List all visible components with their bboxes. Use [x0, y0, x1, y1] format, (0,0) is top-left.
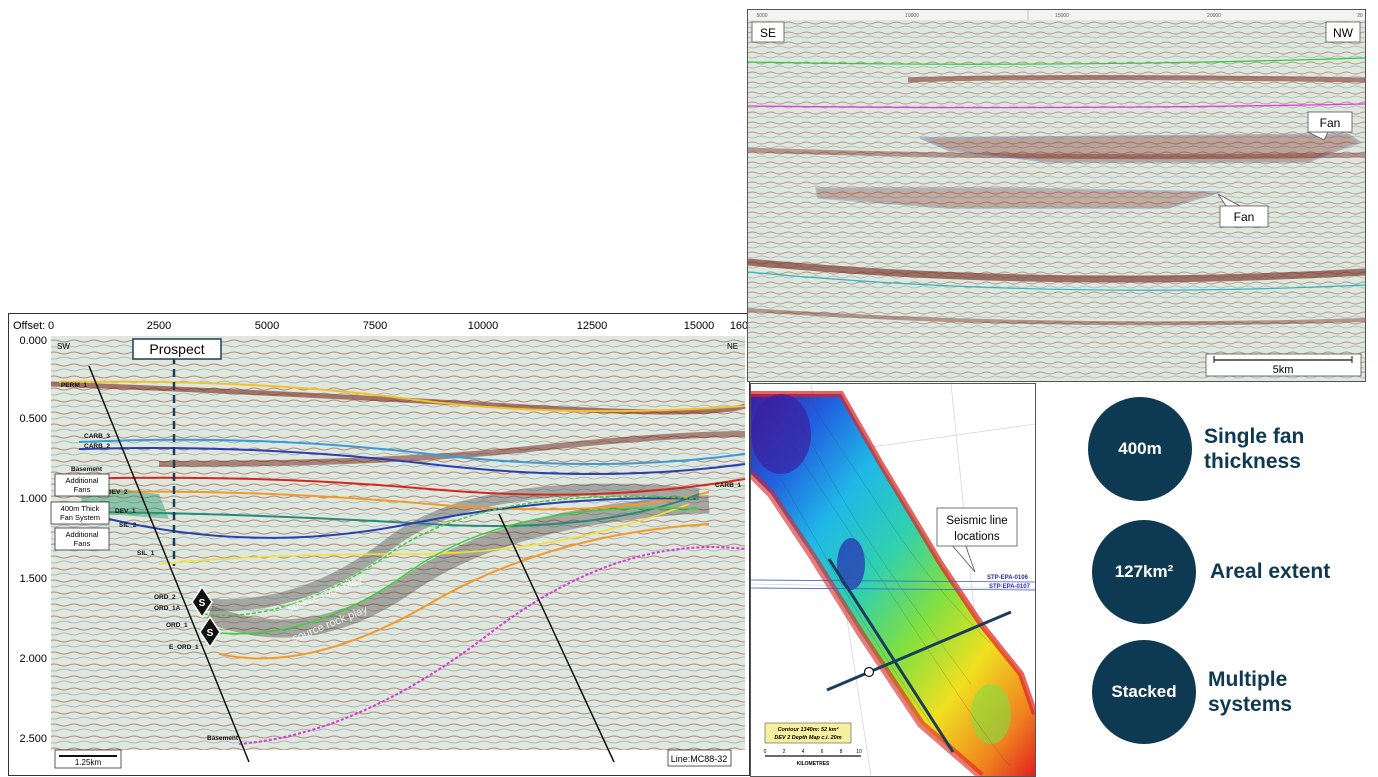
- top-tick: 5000: [756, 13, 767, 19]
- depth-tick: 1.500: [19, 573, 47, 585]
- stat-circle: 400m: [1088, 397, 1192, 501]
- horizon-label: DEV_1: [115, 508, 136, 515]
- top-scale-bar: 5km: [1205, 353, 1362, 377]
- offset-tick: 7500: [363, 320, 387, 332]
- offset-tick: 12500: [577, 320, 608, 332]
- map-legend: Contour 1340m: 52 km² DEV 2 Depth Map c.…: [764, 722, 852, 744]
- map-line-labels: STP-EPA-0106 STP-EPA-0107: [987, 575, 1031, 590]
- depth-tick: 0.000: [19, 335, 47, 347]
- map-line-label: STP-EPA-0106: [987, 575, 1029, 581]
- callout-additional-fans-1: Additional Fans: [54, 473, 110, 497]
- marker-text: S: [199, 598, 206, 609]
- callout-additional-fans-2: Additional Fans: [54, 527, 110, 551]
- offset-tick: 10000: [468, 320, 499, 332]
- horizon-label: E_ORD_1: [169, 644, 199, 651]
- stat-fan-thickness: 400m Single fan thickness: [1088, 397, 1364, 501]
- top-tick: 15000: [1055, 13, 1069, 19]
- map-line-label: STP-EPA-0107: [989, 584, 1031, 590]
- fan-label: Fan: [1320, 116, 1341, 130]
- fan-seismic-section: 5000 10000 15000 20000 20 SE NW Fan Fan …: [747, 9, 1366, 382]
- callout-line: locations: [954, 531, 1000, 543]
- nw-label: NW: [1333, 26, 1354, 40]
- top-tick: 20: [1357, 13, 1363, 19]
- depth-tick: 2.500: [19, 733, 47, 745]
- stat-areal-extent: 127km² Areal extent: [1092, 520, 1370, 624]
- stat-label-line: Areal extent: [1210, 560, 1331, 584]
- horizon-label: CARB_1: [715, 482, 741, 489]
- legend-line: DEV 2 Depth Map c.i. 20m: [774, 735, 841, 741]
- callout-line: Fan System: [60, 513, 100, 522]
- horizon-label: ORD_1: [166, 622, 188, 629]
- map-scale: 0 2 4 6 8 10 KILOMETRES: [764, 749, 862, 767]
- horizon-label: CARB_2: [84, 443, 110, 450]
- depth-tick: 2.000: [19, 653, 47, 665]
- stat-label: Single fan thickness: [1204, 424, 1364, 474]
- stat-label: Areal extent: [1210, 559, 1370, 584]
- ne-label: NE: [727, 342, 738, 351]
- line-label-box: Line:MC88-32: [667, 749, 732, 767]
- callout-line: 400m Thick: [61, 504, 100, 513]
- scale-bar: 1.25km: [54, 749, 122, 769]
- map-scale-tick: 8: [840, 749, 843, 755]
- horizon-label: Basement: [71, 466, 103, 473]
- main-seismic-section: Offset: 0 2500 5000 7500 10000 12500 150…: [8, 313, 750, 776]
- source-marker-1: S: [191, 585, 213, 619]
- offset-label: Offset:: [13, 320, 45, 332]
- line-label: Line:MC88-32: [671, 754, 728, 764]
- offset-ticks: 0 2500 5000 7500 10000 12500 15000 160: [48, 320, 748, 332]
- horizon-label: PERM_1: [61, 382, 87, 389]
- se-label: SE: [760, 26, 776, 40]
- depth-tick: 1.000: [19, 493, 47, 505]
- offset-tick: 0: [48, 320, 54, 332]
- source-marker-2: S: [199, 615, 221, 649]
- top-ticks: 5000 10000 15000 20000 20: [756, 13, 1363, 19]
- map-scale-tick: 2: [783, 749, 786, 755]
- legend-line: Contour 1340m: 52 km²: [778, 726, 839, 733]
- horizon-labels: PERM_1 CARB_3 CARB_2 Basement DEV_2 DEV_…: [61, 382, 741, 742]
- map-scale-tick: 4: [802, 749, 805, 755]
- map-scale-tick: 6: [821, 749, 824, 755]
- offset-tick: 15000: [684, 320, 715, 332]
- callout-line: Fans: [74, 539, 91, 548]
- top-tick: 10000: [905, 13, 919, 19]
- callout-line: Seismic line: [946, 515, 1007, 527]
- callout-line: Fans: [74, 485, 91, 494]
- stat-stacked: Stacked Multiple systems: [1092, 640, 1368, 744]
- fan-callout-2: Fan: [1217, 193, 1269, 228]
- depth-ticks: 0.000 0.500 1.000 1.500 2.000 2.500: [19, 335, 47, 745]
- stat-label: Multiple systems: [1208, 667, 1368, 717]
- horizon-label: SIL_1: [137, 550, 155, 557]
- horizon-label: ORD_2: [154, 594, 176, 601]
- offset-tick: 160: [730, 320, 748, 332]
- callout-fan-system: 400m Thick Fan System: [50, 501, 110, 525]
- horizon-label: CARB_3: [84, 433, 110, 440]
- map-scale-tick: 0: [764, 749, 767, 755]
- offset-tick: 5000: [255, 320, 279, 332]
- top-scale-label: 5km: [1273, 364, 1294, 376]
- sw-label: SW: [57, 342, 70, 351]
- top-tick: 20000: [1207, 13, 1221, 19]
- stat-circle: Stacked: [1092, 640, 1196, 744]
- fan-label: Fan: [1234, 210, 1255, 224]
- prospect-label: Prospect: [149, 341, 204, 357]
- scale-label: 1.25km: [75, 758, 102, 767]
- seismic-line-callout: Seismic line locations: [936, 507, 1018, 573]
- stat-circle: 127km²: [1092, 520, 1196, 624]
- horizon-label: SIL_2: [119, 522, 137, 529]
- horizon-label: Basement: [207, 735, 239, 742]
- map-scale-unit: KILOMETRES: [797, 761, 830, 767]
- horizon-label: DEV_2: [107, 489, 128, 496]
- marker-text: S: [207, 628, 214, 639]
- offset-tick: 2500: [147, 320, 171, 332]
- depth-map: STP-EPA-0106 STP-EPA-0107 Seismic line l…: [750, 383, 1036, 777]
- map-scale-tick: 10: [856, 749, 862, 755]
- stat-label-line: Multiple systems: [1208, 667, 1293, 716]
- callout-line: Additional: [66, 476, 99, 485]
- fan-callout-1: Fan: [1307, 111, 1353, 141]
- stat-label-line: Single fan: [1204, 424, 1305, 448]
- horizon-label: ORD_1A: [154, 605, 181, 612]
- stat-label-line: thickness: [1204, 450, 1301, 473]
- callout-line: Additional: [66, 530, 99, 539]
- depth-tick: 0.500: [19, 413, 47, 425]
